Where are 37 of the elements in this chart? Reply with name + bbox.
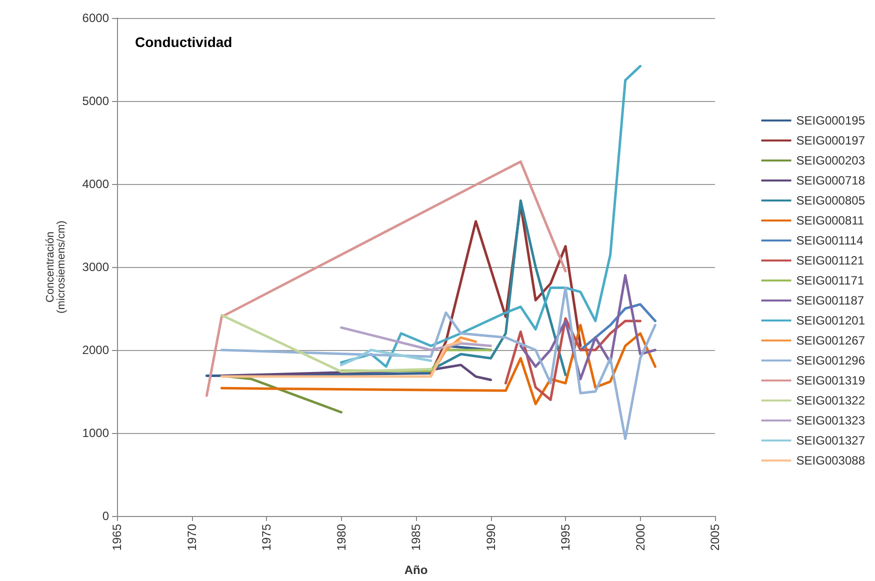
legend-label: SEIG000718	[796, 174, 866, 188]
legend-label: SEIG001201	[796, 314, 866, 328]
y-tick-label: 5000	[82, 94, 110, 108]
legend-label: SEIG001121	[796, 254, 864, 268]
legend-label: SEIG000811	[796, 214, 864, 228]
y-tick-label: 2000	[82, 343, 110, 357]
y-axis-title: Concentración (microsiemens/cm)	[44, 220, 68, 314]
y-tick-label: 3000	[82, 260, 110, 274]
legend-label: SEIG001296	[796, 354, 866, 368]
y-tick-label: 6000	[82, 11, 110, 25]
legend-label: SEIG000197	[796, 134, 866, 148]
legend-label: SEIG001319	[796, 374, 866, 388]
legend-label: SEIG001187	[796, 294, 864, 308]
y-tick-label: 4000	[82, 177, 110, 191]
legend-label: SEIG003088	[796, 454, 866, 468]
legend-label: SEIG001171	[796, 274, 864, 288]
text: Conductividad	[135, 34, 232, 50]
legend-label: SEIG000195	[796, 114, 866, 128]
y-tick-label: 1000	[82, 426, 110, 440]
legend-label: SEIG000805	[796, 194, 866, 208]
x-tick-label: 2000	[633, 524, 648, 551]
legend-label: SEIG001322	[796, 394, 866, 408]
x-tick-label: 1970	[184, 524, 199, 551]
x-axis-title: Año	[404, 563, 428, 577]
legend-label: SEIG001327	[796, 434, 866, 448]
x-tick-label: 1965	[110, 524, 124, 551]
x-tick-label: 1985	[409, 524, 423, 551]
legend-label: SEIG000203	[796, 154, 866, 168]
x-tick-label: 1990	[484, 524, 498, 551]
legend-label: SEIG001114	[796, 234, 864, 248]
x-tick-label: 1995	[558, 524, 572, 551]
x-tick-label: 1975	[260, 524, 274, 551]
x-tick-label: 2005	[708, 524, 722, 551]
legend-label: SEIG001267	[796, 334, 866, 348]
legend-label: SEIG001323	[796, 414, 866, 428]
x-tick-label: 1980	[334, 524, 348, 551]
y-tick-label: 0	[102, 509, 110, 523]
